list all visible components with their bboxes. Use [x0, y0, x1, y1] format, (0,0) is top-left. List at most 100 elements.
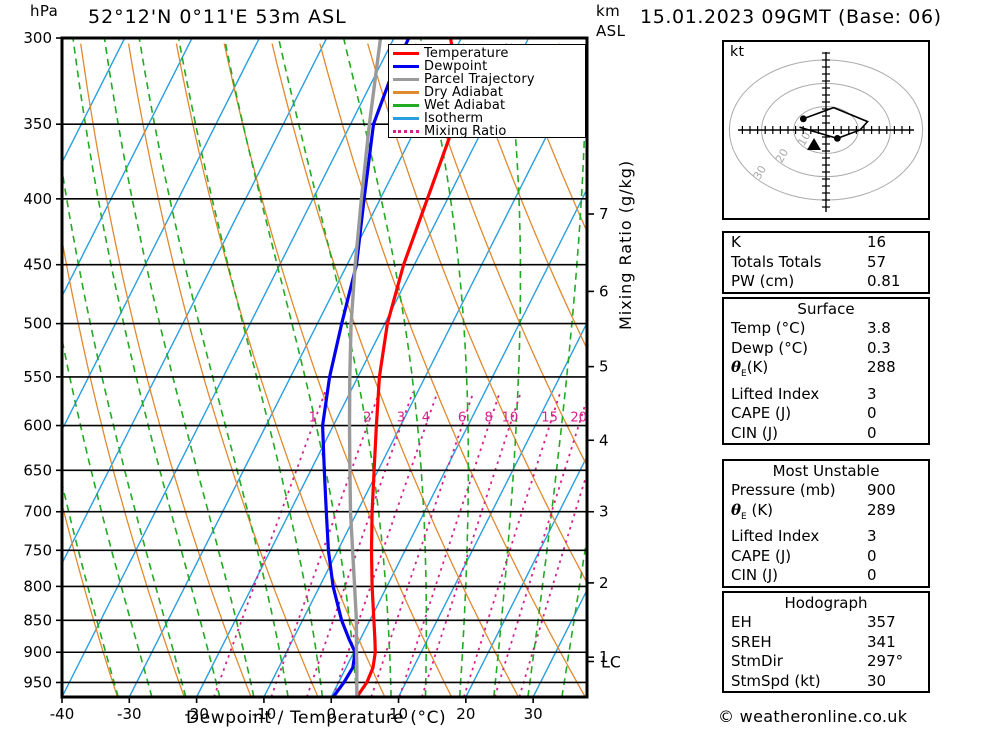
pressure-tick-label: 300 [23, 29, 52, 47]
stat-key: K [731, 233, 741, 251]
legend-swatch [393, 104, 419, 107]
surface-panel: Surface Temp (°C) 3.8 Dewp (°C) 0.3 θE(K) 288 L… [722, 297, 930, 445]
legend-item-isotherm: Isotherm [391, 112, 585, 125]
stat-key: StmSpd (kt) [731, 671, 821, 690]
stat-value: 357 [867, 613, 896, 631]
stat-value: 30 [867, 671, 887, 690]
pressure-tick-label: 900 [23, 643, 52, 661]
pressure-tick-label: 350 [23, 115, 52, 133]
stat-row: K 16 [724, 233, 928, 253]
stat-key: EH [731, 613, 752, 631]
panel-heading: Most Unstable [772, 462, 880, 480]
stat-key: CAPE (J) [731, 546, 792, 565]
hodograph-unit-label: kt [730, 44, 745, 60]
stat-row: StmSpd (kt) 30 [724, 672, 928, 692]
hodograph-ring-label: 30 [751, 163, 769, 182]
pressure-tick-label: 850 [23, 611, 52, 629]
pressure-tick-label: 950 [23, 673, 52, 691]
stat-value: 341 [867, 632, 896, 651]
stat-key: Totals Totals [731, 252, 822, 271]
stat-value: 3 [867, 384, 877, 403]
mixing-ratio-label: 2 [363, 411, 371, 426]
stat-value: 16 [867, 233, 887, 251]
stat-row: CAPE (J) 0 [724, 547, 928, 567]
legend-item-parcel-trajectory: Parcel Trajectory [391, 73, 585, 86]
height-tick-label: 2 [599, 574, 609, 592]
hodograph-ring-label: 10 [795, 130, 813, 149]
stat-value: 0.3 [867, 338, 891, 357]
stat-value: 3 [867, 527, 877, 545]
legend-label: Parcel Trajectory [424, 72, 535, 87]
height-tick-label: 4 [599, 431, 609, 449]
stat-value: 288 [867, 358, 896, 376]
legend-swatch [393, 65, 419, 68]
hodograph-ring-label: 20 [773, 146, 791, 165]
stat-value: 0 [867, 546, 877, 565]
pressure-tick-label: 500 [23, 315, 52, 333]
mixing-ratio-label: 15 [541, 411, 558, 426]
stat-key: Lifted Index [731, 527, 820, 545]
legend-item-temperature: Temperature [391, 47, 585, 60]
temperature-tick-label: -20 [184, 705, 209, 723]
pressure-tick-label: 400 [23, 190, 52, 208]
pressure-tick-label: 700 [23, 503, 52, 521]
stat-row: EH 357 [724, 613, 928, 633]
pressure-tick-label: 750 [23, 541, 52, 559]
stat-row: SREH 341 [724, 633, 928, 653]
page-title: 52°12'N 0°11'E 53m ASL [88, 6, 347, 28]
temperature-tick-label: -30 [117, 705, 142, 723]
mixing-ratio-label: 4 [422, 411, 430, 426]
legend-label: Dewpoint [424, 59, 488, 74]
most-unstable-panel: Most Unstable Pressure (mb) 900 θE (K) 289 Li… [722, 459, 930, 588]
pressure-tick-label: 800 [23, 577, 52, 595]
stat-row: θE (K) 289 [724, 501, 928, 528]
indices-panel: K 16 Totals Totals 57 PW (cm) 0.81 [722, 231, 930, 294]
stat-row: Pressure (mb) 900 [724, 481, 928, 501]
temperature-tick-label: 30 [524, 705, 543, 723]
height-unit-label-asl: ASL [596, 22, 626, 40]
height-tick-label: 3 [599, 503, 609, 521]
stat-value: 3.8 [867, 319, 891, 337]
legend-swatch [393, 130, 419, 133]
stat-row: Lifted Index 3 [724, 527, 928, 547]
x-axis-title: Dewpoint / Temperature (°C) [186, 708, 447, 728]
height-tick-label: 1 [599, 648, 609, 666]
forecast-datetime: 15.01.2023 09GMT (Base: 06) [640, 6, 942, 28]
legend-item-wet-adiabat: Wet Adiabat [391, 99, 585, 112]
stat-key: CAPE (J) [731, 404, 792, 422]
lcl-label: LCL [601, 652, 620, 671]
stat-value: 297° [867, 652, 904, 670]
legend-label: Mixing Ratio [424, 124, 507, 139]
stat-value: 0.81 [867, 272, 901, 290]
mixing-ratio-label: 3 [397, 411, 405, 426]
storm-motion-marker [807, 138, 821, 150]
stat-key: CIN (J) [731, 566, 779, 584]
height-tick-label: 6 [599, 282, 609, 300]
stat-row: CIN (J) 0 [724, 566, 928, 586]
copyright-notice: © weatheronline.co.uk [718, 707, 908, 726]
hodograph-panel: 10 20 30 kt [722, 40, 930, 220]
legend-label: Dry Adiabat [424, 85, 504, 100]
stat-row: Temp (°C) 3.8 [724, 319, 928, 339]
stat-value: 0 [867, 566, 877, 584]
stat-value: 900 [867, 481, 896, 499]
stat-value: 289 [867, 500, 896, 519]
height-tick-label: 5 [599, 358, 609, 376]
panel-heading: Surface [797, 300, 855, 318]
stat-key: StmDir [731, 652, 783, 670]
temperature-tick-label: 20 [456, 705, 475, 723]
stat-key: θE (K) [731, 500, 774, 522]
stat-value: 0 [867, 404, 877, 422]
stat-row: PW (cm) 0.81 [724, 272, 928, 292]
stat-key: Pressure (mb) [731, 481, 836, 499]
stat-key: Lifted Index [731, 384, 820, 403]
legend-swatch [393, 91, 419, 94]
pressure-tick-label: 550 [23, 368, 52, 386]
stat-row: StmDir 297° [724, 652, 928, 672]
legend-label: Wet Adiabat [424, 98, 506, 113]
stat-row: Dewp (°C) 0.3 [724, 339, 928, 359]
stat-row: CAPE (J) 0 [724, 404, 928, 424]
stat-key: θE(K) [731, 358, 769, 379]
stat-row: Totals Totals 57 [724, 253, 928, 273]
